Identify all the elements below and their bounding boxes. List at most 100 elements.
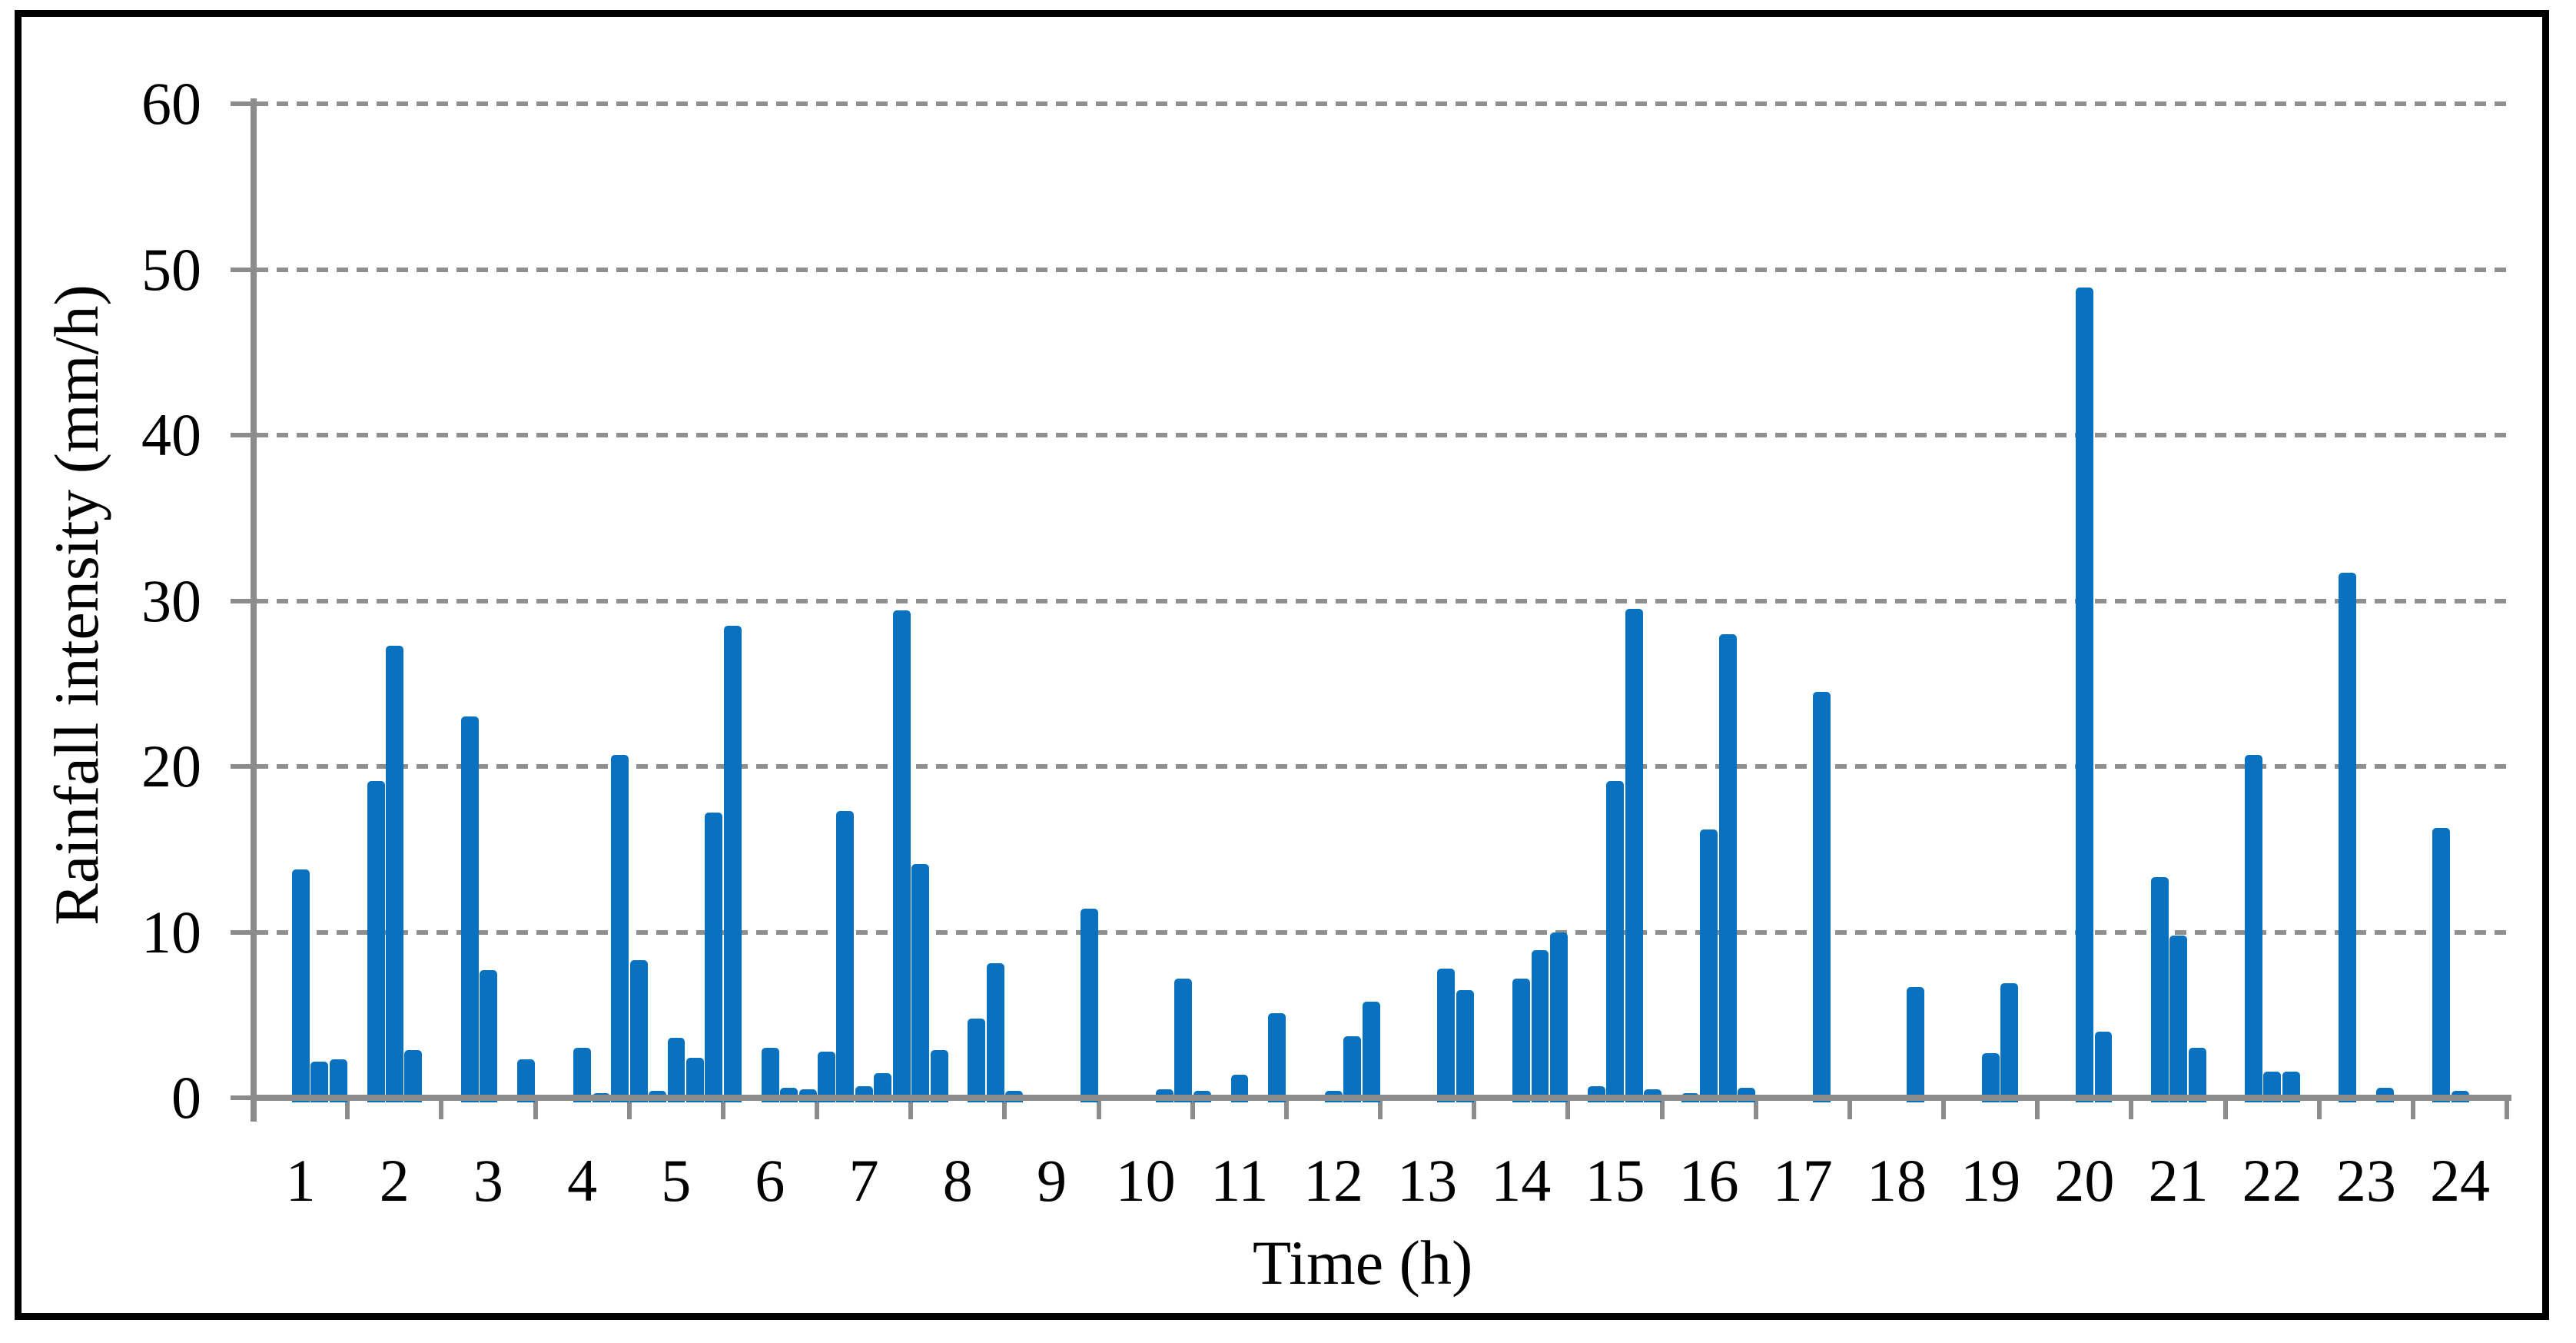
gridline [257,598,2512,603]
bar [761,1048,779,1102]
x-axis-tick [533,1098,538,1119]
x-axis-tick [1096,1098,1101,1119]
gridline [257,267,2512,272]
x-axis-tick [2410,1098,2415,1119]
x-axis-tick [1847,1098,1852,1119]
x-tick-label: 14 [1491,1147,1552,1214]
x-tick-label: 2 [379,1147,410,1214]
bar [1981,1052,2000,1102]
x-tick-label: 5 [661,1147,692,1214]
x-axis-line [251,1095,2512,1101]
bar [291,869,310,1102]
bar [1606,781,1625,1102]
x-axis-tick [439,1098,444,1119]
x-axis-tick [251,1098,256,1119]
x-tick-label: 22 [2242,1147,2302,1214]
x-axis-tick [345,1098,350,1119]
bar [1718,633,1737,1102]
bar [386,645,403,1102]
y-tick-label: 0 [171,1064,201,1131]
x-tick-label: 24 [2429,1147,2490,1214]
bar [460,716,479,1102]
x-axis-tick [720,1098,725,1119]
bar [2150,877,2169,1102]
bar [1343,1036,1362,1102]
bar [968,1018,986,1102]
bar [2282,1071,2300,1102]
bar [2169,935,2188,1102]
bar [517,1059,535,1102]
x-tick-label: 17 [1772,1147,1833,1214]
y-axis-line [251,98,257,1122]
y-tick-label: 40 [141,401,201,468]
x-axis-tick [1565,1098,1571,1119]
x-axis-tick [2222,1098,2228,1119]
x-axis-tick [2035,1098,2040,1119]
bar [1813,692,1831,1102]
y-axis-tick [231,764,254,769]
bar [2000,983,2019,1102]
x-axis-title: Time (h) [1253,1228,1473,1298]
x-tick-label: 7 [848,1147,879,1214]
bar [329,1059,347,1102]
x-axis-tick [1472,1098,1477,1119]
gridline [257,433,2512,437]
bar [611,754,629,1102]
bar [1531,950,1549,1102]
y-axis-tick [231,101,254,106]
bar [404,1049,423,1102]
x-axis-tick [1190,1098,1195,1119]
bar [1174,978,1193,1102]
x-axis-tick [1659,1098,1665,1119]
x-tick-label: 6 [755,1147,785,1214]
bar [1512,978,1530,1102]
bar [1625,609,1643,1102]
bar [1549,932,1568,1102]
y-tick-label: 20 [141,733,201,799]
x-axis-tick [2129,1098,2134,1119]
bar [2432,827,2451,1102]
y-tick-label: 50 [141,235,201,303]
bar [1268,1013,1286,1102]
bar [2245,754,2262,1102]
bar [480,970,498,1102]
bar [930,1049,948,1102]
y-axis-title: Rainfall intensity (mm/h) [41,284,111,926]
bar [986,963,1004,1102]
x-axis-tick [815,1098,820,1119]
x-axis-tick [1283,1098,1289,1119]
x-tick-label: 1 [285,1147,316,1214]
bar [685,1058,704,1102]
bar [573,1048,592,1102]
bar [2094,1031,2113,1102]
bar [2076,288,2094,1102]
y-axis-tick [231,598,254,603]
x-tick-label: 8 [942,1147,973,1214]
x-tick-label: 10 [1115,1147,1176,1214]
gridline [257,929,2512,935]
y-tick-label: 10 [141,898,201,966]
x-tick-label: 3 [473,1147,503,1214]
bar [892,610,911,1102]
x-axis-tick [1941,1098,1947,1119]
bar [818,1051,835,1102]
y-axis-tick [231,1095,254,1100]
bar [723,625,742,1102]
bar [1081,909,1099,1102]
x-tick-label: 20 [2054,1147,2115,1214]
bar [2263,1071,2282,1102]
x-tick-label: 13 [1397,1147,1458,1214]
x-tick-label: 19 [1960,1147,2021,1214]
bar [629,960,648,1102]
x-tick-label: 11 [1210,1147,1269,1214]
x-tick-label: 9 [1036,1147,1067,1214]
x-axis-tick [2505,1098,2510,1119]
bar [1907,986,1925,1102]
y-tick-label: 60 [141,70,201,137]
x-tick-label: 4 [567,1147,598,1214]
y-axis-tick [231,929,254,935]
bar [1456,989,1474,1102]
x-tick-label: 12 [1303,1147,1363,1214]
y-axis-tick [231,433,254,437]
gridline [257,764,2512,769]
